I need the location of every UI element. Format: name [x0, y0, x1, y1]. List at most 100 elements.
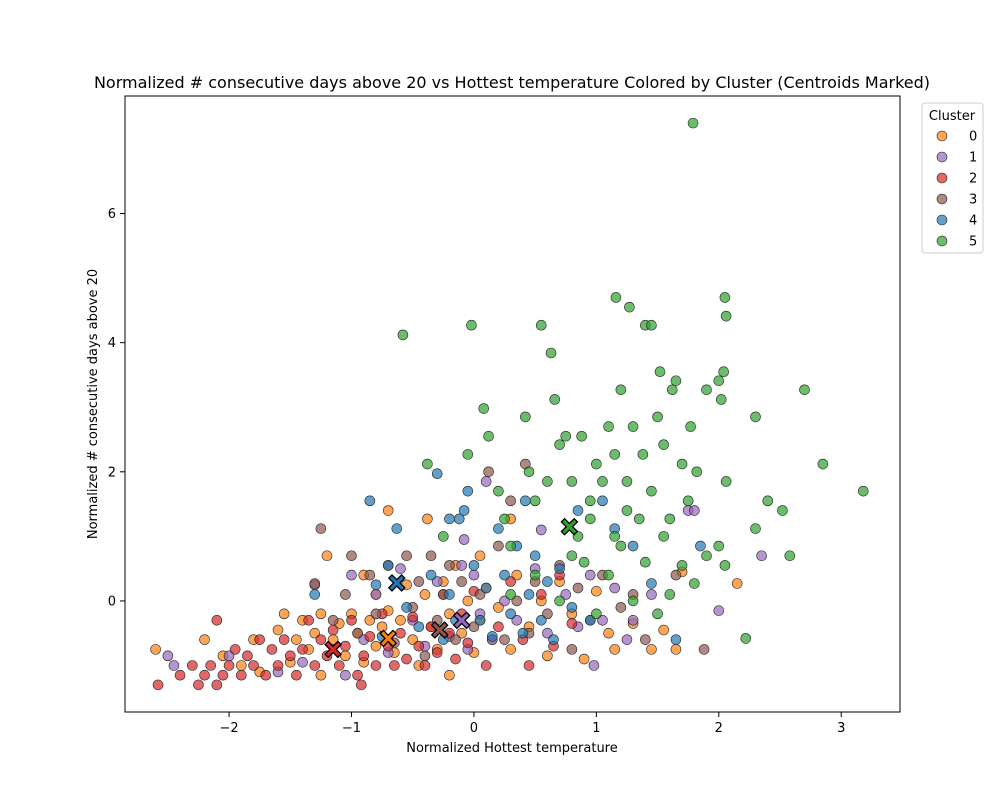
data-point-cluster-0: [340, 650, 351, 662]
data-point-cluster-1: [646, 589, 657, 600]
data-point-cluster-4: [493, 523, 504, 534]
y-tick-label: 2: [108, 465, 116, 480]
data-point-cluster-0: [315, 608, 327, 620]
data-point-cluster-5: [584, 495, 596, 507]
x-tick-label: 0: [470, 721, 478, 736]
data-point-cluster-5: [654, 366, 666, 378]
data-point-cluster-5: [576, 430, 587, 442]
data-point-cluster-3: [340, 589, 351, 600]
data-point-cluster-0: [603, 627, 614, 639]
data-point-cluster-2: [254, 634, 265, 645]
y-axis-label: Normalized # consecutive days above 20: [86, 269, 101, 539]
data-point-cluster-5: [609, 531, 621, 542]
data-point-cluster-2: [346, 615, 357, 626]
data-point-cluster-1: [621, 634, 633, 645]
data-point-cluster-4: [468, 560, 480, 571]
x-tick-label: 3: [837, 721, 845, 736]
data-point-cluster-2: [309, 660, 321, 671]
data-point-cluster-4: [444, 513, 455, 525]
data-point-cluster-4: [670, 634, 682, 645]
data-point-cluster-3: [456, 576, 467, 587]
data-point-cluster-5: [621, 476, 633, 487]
data-point-cluster-5: [857, 485, 869, 497]
data-point-cluster-4: [413, 621, 425, 633]
data-point-cluster-5: [719, 292, 731, 303]
data-point-cluster-0: [199, 634, 210, 645]
data-point-cluster-5: [545, 347, 557, 359]
legend-title: Cluster: [929, 109, 976, 124]
data-point-cluster-5: [777, 505, 788, 516]
data-point-cluster-2: [419, 660, 431, 671]
data-point-cluster-0: [321, 550, 333, 562]
data-point-cluster-1: [588, 660, 600, 671]
data-point-cluster-1: [480, 476, 492, 487]
data-point-cluster-4: [505, 608, 516, 620]
data-point-cluster-5: [685, 421, 696, 432]
data-point-cluster-4: [548, 634, 559, 645]
data-point-cluster-2: [355, 679, 367, 691]
data-point-cluster-2: [407, 611, 419, 623]
data-point-cluster-0: [382, 505, 394, 516]
data-point-cluster-5: [750, 523, 761, 534]
data-point-cluster-2: [211, 679, 223, 691]
data-point-cluster-5: [603, 421, 614, 432]
data-point-cluster-0: [395, 615, 406, 626]
data-point-cluster-3: [327, 615, 339, 626]
data-point-cluster-4: [499, 569, 510, 581]
data-point-cluster-3: [346, 550, 357, 562]
data-point-cluster-2: [566, 618, 578, 629]
data-point-cluster-5: [610, 292, 622, 303]
centroid-marker-cluster-2: [324, 640, 343, 659]
data-point-cluster-5: [554, 595, 565, 607]
data-point-cluster-5: [652, 411, 663, 423]
data-point-cluster-5: [750, 411, 761, 423]
data-point-cluster-2: [152, 679, 164, 691]
data-point-cluster-2: [431, 647, 443, 658]
data-point-cluster-2: [248, 660, 259, 671]
data-point-cluster-5: [762, 495, 774, 507]
centroid-marker-cluster-3: [430, 621, 449, 639]
data-point-cluster-5: [615, 384, 627, 396]
data-point-cluster-2: [297, 644, 308, 655]
data-point-cluster-5: [691, 466, 703, 478]
data-point-cluster-0: [609, 644, 621, 655]
data-point-cluster-5: [670, 375, 682, 387]
data-point-cluster-5: [666, 384, 678, 396]
data-point-cluster-5: [689, 578, 700, 589]
data-point-cluster-2: [199, 669, 210, 681]
data-point-cluster-4: [695, 540, 706, 552]
data-point-cluster-4: [529, 550, 541, 562]
legend-box: [921, 102, 984, 254]
data-point-cluster-4: [542, 576, 553, 587]
legend-marker-cluster-1: [936, 151, 948, 163]
data-point-cluster-3: [450, 634, 461, 645]
data-point-cluster-4: [486, 631, 498, 642]
data-point-cluster-3: [615, 602, 627, 613]
data-point-cluster-5: [627, 421, 639, 432]
data-point-cluster-0: [591, 585, 602, 597]
data-point-cluster-4: [584, 615, 596, 626]
data-point-cluster-5: [740, 633, 752, 644]
chart-title: Normalized # consecutive days above 20 v…: [94, 73, 930, 92]
data-point-cluster-1: [456, 560, 467, 571]
y-tick-label: 0: [108, 594, 116, 609]
x-tick-label: −2: [219, 721, 238, 736]
data-point-cluster-0: [370, 640, 382, 652]
data-point-cluster-4: [431, 468, 443, 480]
data-point-cluster-1: [499, 595, 510, 607]
data-point-cluster-1: [756, 550, 767, 562]
data-point-cluster-3: [413, 576, 425, 587]
data-point-cluster-0: [505, 644, 516, 655]
data-point-cluster-5: [397, 329, 409, 341]
data-point-cluster-3: [315, 523, 327, 534]
x-axis-label: Normalized Hottest temperature: [406, 741, 618, 756]
data-point-cluster-2: [242, 650, 253, 662]
data-point-cluster-0: [646, 644, 657, 655]
data-point-cluster-0: [493, 602, 504, 613]
legend-label: 3: [969, 193, 977, 208]
legend-marker-cluster-5: [936, 235, 948, 247]
data-point-cluster-4: [458, 505, 470, 516]
data-point-cluster-4: [370, 579, 382, 591]
data-point-cluster-1: [689, 505, 700, 516]
